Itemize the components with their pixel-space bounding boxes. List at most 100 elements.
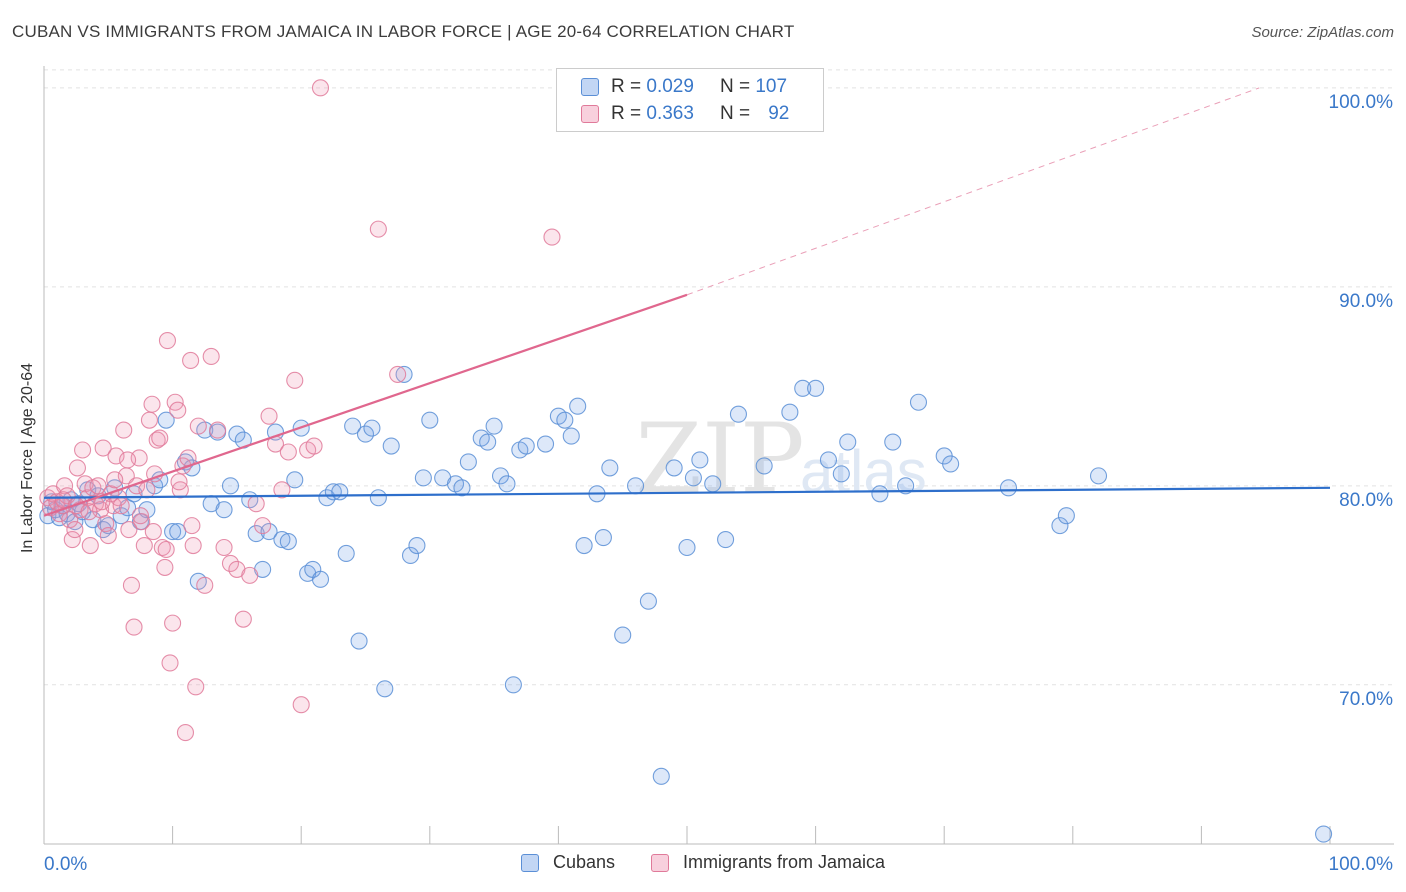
cubans-point xyxy=(1089,467,1108,485)
jamaica-point xyxy=(61,511,79,529)
jamaica-point xyxy=(89,477,107,495)
stats-legend: R = 0.029 N = 107 R = 0.363 N = 92 xyxy=(556,68,824,132)
jamaica-point xyxy=(66,521,84,539)
cubans-point xyxy=(376,680,394,698)
jamaica-point xyxy=(389,365,407,383)
jamaica-point xyxy=(94,439,112,457)
jamaica-point xyxy=(138,481,156,499)
r-label: R = xyxy=(611,103,642,124)
cubans-point xyxy=(1315,825,1333,843)
jamaica-point xyxy=(125,618,143,636)
cubans-point xyxy=(356,425,375,443)
jamaica-point xyxy=(189,417,207,435)
jamaica-point xyxy=(106,471,124,489)
jamaica-point xyxy=(151,429,169,447)
cubans-point xyxy=(498,475,516,493)
cubans-point xyxy=(157,411,175,429)
trend-lines xyxy=(43,87,1331,517)
cubans-point xyxy=(286,471,304,489)
n-value: 107 xyxy=(755,76,788,97)
stats-row-cubans: R = 0.029 N = 107 xyxy=(581,74,787,100)
jamaica-point xyxy=(247,495,265,513)
n-label: N = xyxy=(719,76,751,97)
jamaica-point xyxy=(158,332,177,350)
source-label: Source: ZipAtlas.com xyxy=(1251,24,1394,41)
cubans-point xyxy=(999,479,1018,497)
tick-labels: 70.0% 80.0% 90.0% 100.0% 0.0% 100.0% xyxy=(44,92,1393,875)
cubans-point xyxy=(221,477,240,495)
jamaica-point xyxy=(241,566,259,584)
cubans-point xyxy=(819,451,838,469)
jamaica-point xyxy=(292,696,310,714)
cubans-point xyxy=(260,523,278,541)
cubans-point xyxy=(729,405,747,423)
cubans-point xyxy=(395,365,413,383)
jamaica-point xyxy=(76,475,94,493)
jamaica-point xyxy=(169,401,187,419)
cubans-point xyxy=(871,485,889,503)
cubans-point xyxy=(794,379,812,397)
jamaica-legend-swatch xyxy=(651,853,669,872)
jamaica-point xyxy=(196,576,214,594)
y-tick-label: 70.0% xyxy=(1339,689,1393,710)
jamaica-point xyxy=(176,724,195,742)
cubans-point xyxy=(678,538,696,557)
jamaica-point xyxy=(183,517,201,535)
cubans-point xyxy=(169,523,187,541)
cubans-point xyxy=(228,425,246,443)
cubans-point xyxy=(594,529,612,547)
jamaica-point xyxy=(215,538,233,557)
legend-item-jamaica[interactable]: Immigrants from Jamaica xyxy=(651,852,885,873)
jamaica-point xyxy=(56,477,74,495)
jamaica-point xyxy=(254,517,272,535)
axes xyxy=(43,66,1394,845)
jamaica-point xyxy=(209,421,227,439)
cubans-point xyxy=(266,423,285,441)
jamaica-point xyxy=(81,536,99,555)
jamaica-point xyxy=(202,347,220,366)
jamaica-point xyxy=(148,431,166,449)
cubans-point xyxy=(479,433,497,451)
cubans-point xyxy=(781,403,799,421)
jamaica-point xyxy=(112,497,130,515)
y-tick-label: 100.0% xyxy=(1329,92,1394,113)
jamaica-point xyxy=(221,554,240,572)
cubans-point xyxy=(556,411,574,429)
jamaica-point xyxy=(260,407,278,425)
cubans-point xyxy=(1057,507,1075,525)
cubans-point xyxy=(665,459,683,477)
jamaica-point xyxy=(187,678,205,696)
legend-item-cubans[interactable]: Cubans xyxy=(520,852,615,873)
jamaica-point xyxy=(115,421,133,439)
x-tick-label-max: 100.0% xyxy=(1329,854,1394,875)
cubans-point xyxy=(639,592,657,610)
n-value: 92 xyxy=(768,103,790,124)
cubans-point xyxy=(569,397,587,415)
legend-label-cubans: Cubans xyxy=(552,852,615,872)
cubans-point xyxy=(453,479,471,497)
jamaica-point xyxy=(286,371,304,389)
jamaica-point xyxy=(133,513,151,531)
cubans-point xyxy=(839,433,857,451)
jamaica-point xyxy=(135,536,153,555)
cubans-trend-line xyxy=(43,486,1331,499)
cubans-point xyxy=(684,469,702,487)
jamaica-point xyxy=(63,530,81,549)
cubans-point xyxy=(459,453,477,471)
cubans-point xyxy=(350,632,368,650)
cubans-point xyxy=(311,570,330,588)
jamaica-point xyxy=(182,351,200,370)
cubans-point xyxy=(369,489,387,507)
r-label: R = xyxy=(611,76,642,97)
jamaica-point xyxy=(80,503,98,521)
cubans-point xyxy=(331,483,349,501)
jamaica-point xyxy=(156,558,174,576)
cubans-point xyxy=(691,451,709,469)
cubans-point xyxy=(485,417,503,435)
jamaica-point xyxy=(170,473,188,491)
cubans-legend-swatch xyxy=(520,853,539,872)
cubans-point xyxy=(909,393,928,411)
cubans-point xyxy=(517,437,535,455)
jamaica-point xyxy=(99,527,117,545)
